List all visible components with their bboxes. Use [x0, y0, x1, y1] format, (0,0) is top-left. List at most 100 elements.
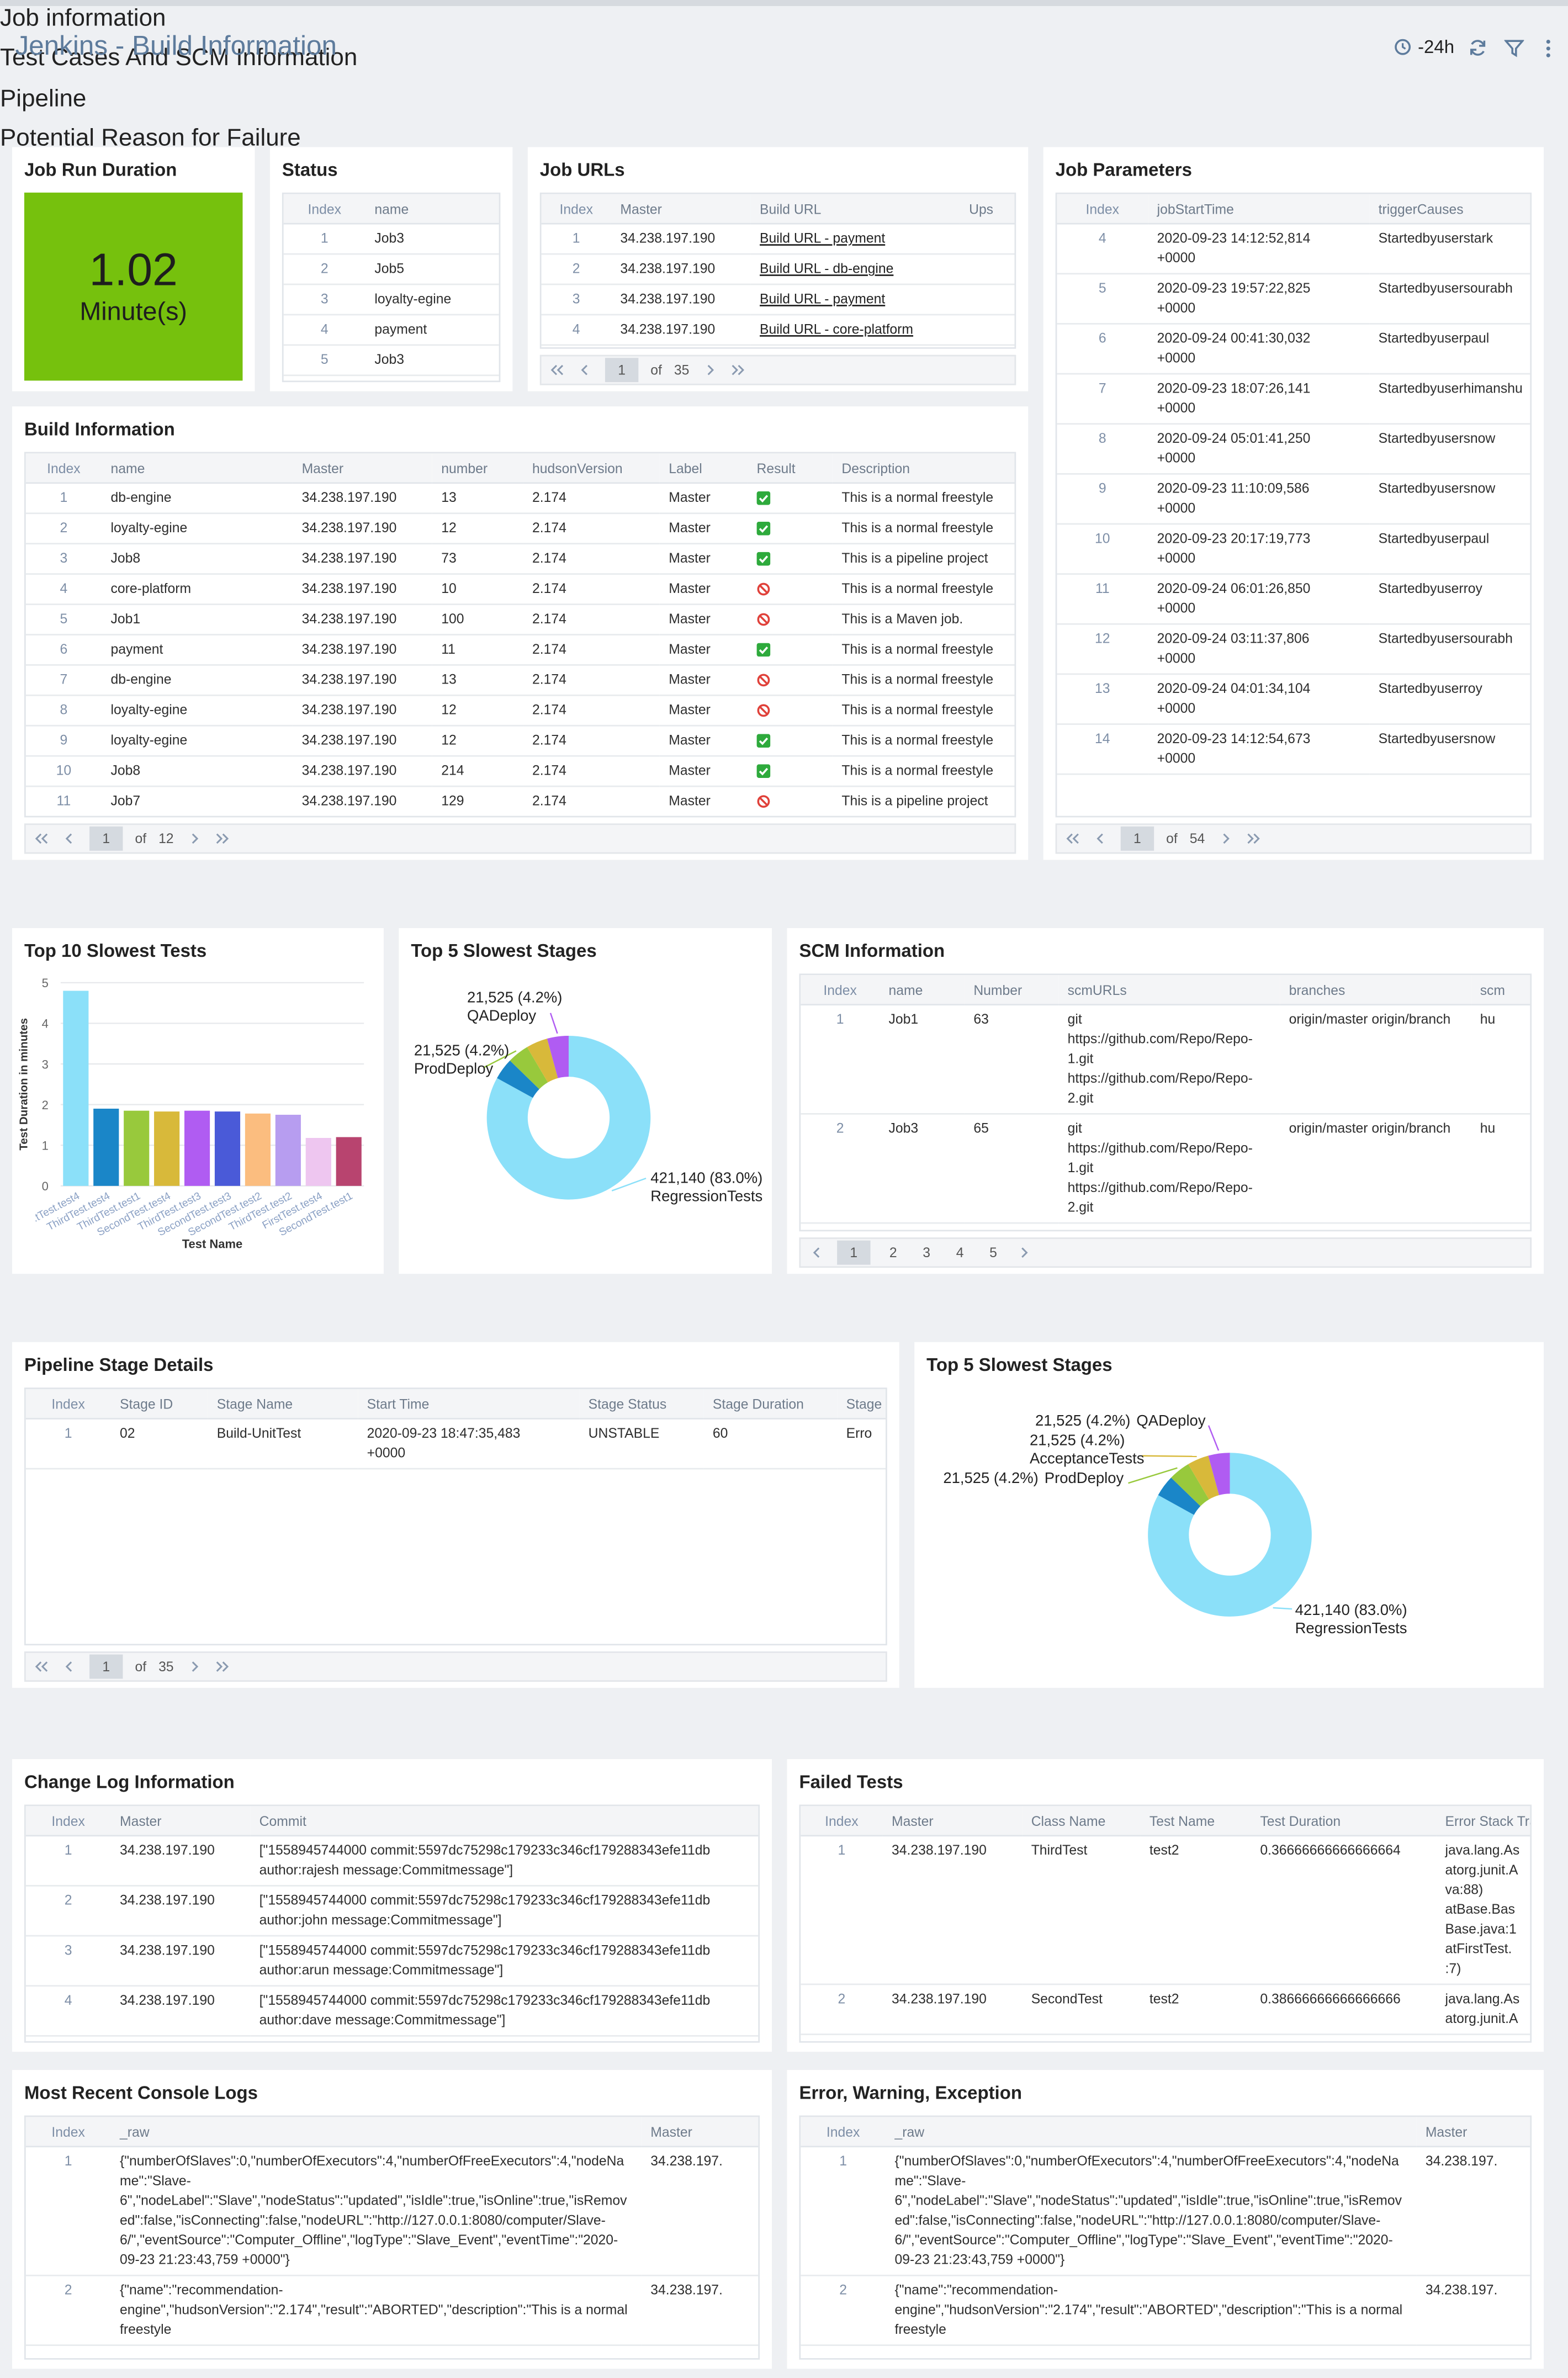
table-cell: Master	[659, 786, 748, 816]
table-cell: loyalty-egine	[102, 725, 293, 757]
chevron	[707, 364, 713, 375]
more-icon[interactable]	[1544, 38, 1553, 59]
cell-text: ThirdTest	[1031, 1842, 1088, 1858]
table-row: 7 2020-09-23 18:07:26,141 +0000 Startedbyu…	[1057, 374, 1530, 425]
build-url-link[interactable]: Build URL - payment	[760, 291, 886, 306]
y-tick-label: 2	[42, 1098, 49, 1112]
icon-slash	[759, 676, 769, 685]
pager-step[interactable]	[701, 362, 716, 377]
pager-step[interactable]	[1016, 1245, 1031, 1260]
cell-text: 2.174	[532, 520, 566, 536]
time-range[interactable]: -24h	[1418, 36, 1455, 58]
pager-jump[interactable]	[35, 1659, 50, 1674]
column-header: Commit	[250, 1806, 759, 1837]
pager-step[interactable]	[62, 1659, 77, 1674]
slice-label: 21,525 (4.2%) ProdDeploy	[943, 1469, 1124, 1486]
header-row: Index jobStartTime triggerCauses	[1057, 194, 1530, 225]
icon-check	[759, 738, 769, 745]
panel: Job Parameters Index jobStartTime triggerCa…	[1043, 147, 1544, 860]
cell-text: 12	[1095, 631, 1110, 647]
table-cell: 02	[110, 1418, 208, 1470]
pager-jump[interactable]	[729, 362, 744, 377]
pager-jump[interactable]	[213, 831, 228, 846]
panel: Most Recent Console Logs Index _raw Master 1…	[12, 2070, 772, 2369]
cell-text: Startedbyuserpaul	[1378, 531, 1490, 546]
current-page[interactable]: 1	[89, 1654, 123, 1679]
chevron	[731, 364, 738, 375]
pager-step[interactable]	[1217, 831, 1232, 846]
slice-value-label: 21,525 (4.2%)	[467, 989, 562, 1006]
cell-text: Startedbyuserstark	[1378, 230, 1493, 246]
data-table: Index name 1 Job3 2 Job5 3 loyalty-egine 4 paymen…	[283, 194, 499, 377]
table-body: 4 2020-09-23 14:12:52,814 +0000 Startedbyu…	[1057, 224, 1530, 775]
cell-text: Startedbyusersnow	[1378, 480, 1496, 496]
cell-text: 6	[60, 641, 68, 657]
cell-text: This is a normal freestyle	[841, 641, 994, 657]
pager-jump[interactable]	[35, 831, 50, 846]
data-table: Index Master Build URL Ups 1 34.238.197.190 Bu…	[541, 194, 1015, 346]
column-header: Master	[882, 1806, 1023, 1837]
cell-text: This is a normal freestyle	[841, 762, 994, 778]
table-head: Index _raw Master	[25, 2117, 759, 2148]
cell-text: 2	[572, 261, 580, 276]
page-number[interactable]: 2	[889, 1244, 897, 1261]
table-cell: Startedbyusersnow	[1369, 724, 1530, 775]
build-url-link[interactable]: Build URL - core-platform	[760, 321, 914, 337]
pager-step[interactable]	[1093, 831, 1108, 846]
page-number[interactable]: 3	[923, 1244, 931, 1261]
icon-bg	[756, 764, 771, 778]
cell-text: Job3	[374, 352, 405, 367]
table-row: 1 34.238.197.190 ["1558945744000 commit:55…	[25, 1835, 759, 1887]
page-number[interactable]: 4	[956, 1244, 964, 1261]
donut-slice	[1208, 1453, 1230, 1496]
current-page[interactable]: 1	[89, 826, 123, 851]
donut-slice	[510, 1047, 548, 1089]
table-cell	[960, 224, 1015, 255]
cell-text: 34.238.197.190	[119, 1942, 215, 1958]
page-number[interactable]: 1	[837, 1240, 871, 1265]
filter-icon[interactable]	[1504, 38, 1524, 58]
pager-jump[interactable]	[213, 1659, 228, 1674]
panel-title: Build Information	[24, 419, 175, 440]
chart: 421,140 (83.0%) RegressionTests 21,525 (4.…	[414, 989, 762, 1205]
page-number[interactable]: 5	[989, 1244, 997, 1261]
cell-text: Job1	[888, 1011, 919, 1027]
current-page[interactable]: 1	[605, 358, 639, 383]
table-cell: 2020-09-24 03:11:37,806 +0000	[1148, 624, 1370, 675]
table-row: 5 2020-09-23 19:57:22,825 +0000 Startedbyu…	[1057, 273, 1530, 325]
table-cell: 34.238.197.	[1416, 2146, 1530, 2276]
bar	[184, 1110, 210, 1186]
cell-text: 12	[441, 520, 457, 536]
cell-text: 12	[441, 732, 457, 748]
icon-bg	[756, 491, 771, 505]
pager-jump[interactable]	[550, 362, 565, 377]
cell-text: {"name":"recommendation-engine","hudsonV…	[119, 2282, 628, 2337]
build-url-link[interactable]: Build URL - db-engine	[760, 261, 894, 276]
pager: 1 of 35	[539, 354, 1016, 385]
pager-step[interactable]	[810, 1245, 825, 1260]
pager-jump[interactable]	[1066, 831, 1081, 846]
cell-text: 2020-09-23 11:10:09,586 +0000	[1157, 480, 1310, 516]
cell-text: Startedbyuserhimanshu	[1378, 380, 1523, 396]
current-page[interactable]: 1	[1120, 826, 1154, 851]
table-cell: 11	[432, 634, 523, 666]
refresh-icon[interactable]	[1468, 38, 1488, 58]
time-icon[interactable]	[1394, 38, 1412, 56]
leader-line	[1273, 1607, 1292, 1610]
panel: Change Log Information Index Master Commit 1…	[12, 1759, 772, 2052]
cell-text: 14	[1095, 730, 1110, 746]
total-pages: 35	[674, 362, 690, 378]
cell-text: This is a Maven job.	[841, 611, 963, 627]
cell-text: Job5	[374, 261, 405, 276]
cell-text: 1	[64, 1842, 72, 1858]
pager-step[interactable]	[186, 1659, 201, 1674]
pager-step[interactable]	[62, 831, 77, 846]
pager-step[interactable]	[578, 362, 592, 377]
build-url-link[interactable]: Build URL - payment	[760, 230, 886, 246]
cell-text: 34.238.197.190	[119, 1892, 215, 1908]
pager-jump[interactable]	[1244, 831, 1259, 846]
table-cell: ["1558945744000 commit:5597dc75298c17923…	[250, 1835, 759, 1887]
cell-text: 2020-09-23 14:12:54,673 +0000	[1157, 730, 1311, 766]
pager-step[interactable]	[186, 831, 201, 846]
table-cell: 60	[703, 1418, 838, 1470]
